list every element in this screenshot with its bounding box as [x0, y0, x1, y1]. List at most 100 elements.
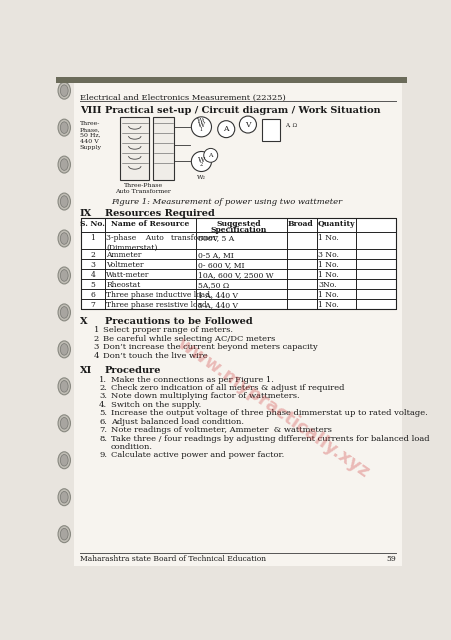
- Ellipse shape: [58, 415, 70, 432]
- Text: V: V: [244, 120, 250, 129]
- Ellipse shape: [60, 196, 68, 207]
- Bar: [56, 77, 406, 83]
- Text: Three phase inductive load,: Three phase inductive load,: [106, 291, 212, 299]
- Text: Switch on the supply.: Switch on the supply.: [110, 401, 201, 409]
- Text: 1 No.: 1 No.: [318, 301, 338, 309]
- Text: 5A,50 Ω: 5A,50 Ω: [197, 281, 228, 289]
- Circle shape: [191, 152, 211, 172]
- Text: Practical set-up / Circuit diagram / Work Situation: Practical set-up / Circuit diagram / Wor…: [104, 106, 379, 115]
- Ellipse shape: [58, 378, 70, 395]
- Text: 5: 5: [90, 281, 95, 289]
- Text: Three-Phase
Auto Transformer: Three-Phase Auto Transformer: [115, 183, 171, 194]
- Text: 1 No.: 1 No.: [318, 291, 338, 299]
- Text: Figure 1: Measurement of power using two wattmeter: Figure 1: Measurement of power using two…: [111, 198, 342, 207]
- Bar: [120, 117, 149, 180]
- Text: Three phase resistive load: Three phase resistive load: [106, 301, 207, 309]
- Text: Note down multiplying factor of wattmeters.: Note down multiplying factor of wattmete…: [110, 392, 299, 401]
- Ellipse shape: [60, 529, 68, 540]
- Ellipse shape: [60, 344, 68, 355]
- Text: 59: 59: [385, 555, 395, 563]
- Text: VIII: VIII: [79, 106, 101, 115]
- Ellipse shape: [58, 119, 70, 136]
- Text: 2: 2: [90, 251, 95, 259]
- Text: Resources Required: Resources Required: [104, 209, 214, 218]
- Text: Electrical and Electronics Measurement (22325): Electrical and Electronics Measurement (…: [79, 93, 285, 102]
- Text: Precautions to be Followed: Precautions to be Followed: [104, 317, 252, 326]
- Text: Ammeter: Ammeter: [106, 251, 141, 259]
- Text: Be careful while selecting AC/DC meters: Be careful while selecting AC/DC meters: [103, 335, 275, 343]
- Ellipse shape: [60, 307, 68, 318]
- Ellipse shape: [60, 492, 68, 503]
- Ellipse shape: [58, 341, 70, 358]
- Bar: [152, 117, 174, 180]
- Text: Increase the output voltage of three phase dimmerstat up to rated voltage.: Increase the output voltage of three pha…: [110, 410, 427, 417]
- Text: 5.: 5.: [99, 410, 107, 417]
- Circle shape: [217, 121, 234, 138]
- Text: 10A, 600 V, 2500 W: 10A, 600 V, 2500 W: [197, 271, 272, 279]
- Text: 8.: 8.: [99, 435, 107, 443]
- Ellipse shape: [58, 452, 70, 468]
- Text: 1: 1: [93, 326, 99, 334]
- Text: A: A: [223, 125, 229, 133]
- Text: 1 No.: 1 No.: [318, 234, 338, 242]
- Text: Quantity: Quantity: [317, 220, 354, 228]
- Text: Make the connections as per Figure 1.: Make the connections as per Figure 1.: [110, 376, 273, 383]
- Ellipse shape: [58, 525, 70, 543]
- Text: Broad: Broad: [287, 220, 313, 228]
- Text: 3-phase    Auto   transformer
(Dimmerstat): 3-phase Auto transformer (Dimmerstat): [106, 234, 216, 252]
- Text: IX: IX: [79, 209, 92, 218]
- Text: W: W: [198, 156, 205, 164]
- Ellipse shape: [60, 417, 68, 429]
- Text: 1 No.: 1 No.: [318, 271, 338, 279]
- Ellipse shape: [58, 193, 70, 210]
- Text: S. No.: S. No.: [80, 220, 105, 228]
- Text: Suggested: Suggested: [216, 220, 260, 228]
- Text: XI: XI: [79, 366, 92, 375]
- Text: 3 No.: 3 No.: [318, 251, 339, 259]
- Text: 1 A, 440 V: 1 A, 440 V: [197, 291, 237, 299]
- Text: 2: 2: [93, 335, 99, 343]
- Ellipse shape: [58, 82, 70, 99]
- Text: Voltmeter: Voltmeter: [106, 261, 143, 269]
- Circle shape: [239, 116, 256, 133]
- Text: Watt-meter: Watt-meter: [106, 271, 149, 279]
- Ellipse shape: [60, 269, 68, 281]
- Text: 3: 3: [93, 343, 99, 351]
- Ellipse shape: [60, 454, 68, 466]
- Text: 2: 2: [199, 162, 202, 167]
- Text: A: A: [208, 153, 212, 158]
- Text: 1: 1: [199, 127, 202, 132]
- Text: Take three / four readings by adjusting different currents for balanced load: Take three / four readings by adjusting …: [110, 435, 428, 443]
- Text: 3No.: 3No.: [318, 281, 336, 289]
- Text: W: W: [198, 122, 205, 129]
- Text: 4: 4: [90, 271, 95, 279]
- Circle shape: [203, 148, 217, 163]
- Text: A, Ω: A, Ω: [285, 123, 297, 128]
- Ellipse shape: [60, 233, 68, 244]
- Text: 1.: 1.: [99, 376, 107, 383]
- Ellipse shape: [58, 304, 70, 321]
- Text: 7: 7: [90, 301, 95, 309]
- Text: Don’t increase the current beyond meters capacity: Don’t increase the current beyond meters…: [103, 343, 317, 351]
- Text: Three-
Phase,
50 Hz,
440 V
Supply: Three- Phase, 50 Hz, 440 V Supply: [79, 122, 101, 150]
- Ellipse shape: [60, 85, 68, 97]
- Text: Check zero indication of all meters & adjust if required: Check zero indication of all meters & ad…: [110, 384, 344, 392]
- Text: Name of Resource: Name of Resource: [111, 220, 189, 228]
- Text: 1: 1: [90, 234, 95, 242]
- Text: W₁: W₁: [197, 118, 205, 123]
- Text: 1 No.: 1 No.: [318, 261, 338, 269]
- Text: 600V, 5 A: 600V, 5 A: [197, 234, 233, 242]
- Ellipse shape: [58, 489, 70, 506]
- Text: 0- 600 V, MI: 0- 600 V, MI: [197, 261, 244, 269]
- Circle shape: [191, 117, 211, 137]
- Text: 5 A, 440 V: 5 A, 440 V: [197, 301, 237, 309]
- Text: W₂: W₂: [197, 175, 205, 180]
- Ellipse shape: [58, 156, 70, 173]
- Text: www.mypractically.xyz: www.mypractically.xyz: [173, 334, 373, 481]
- Ellipse shape: [60, 122, 68, 133]
- Ellipse shape: [58, 230, 70, 247]
- Text: Adjust balanced load condition.: Adjust balanced load condition.: [110, 418, 243, 426]
- Text: 3: 3: [90, 261, 95, 269]
- Text: Note readings of voltmeter, Ammeter  & wattmeters: Note readings of voltmeter, Ammeter & wa…: [110, 426, 331, 435]
- Text: Rheostat: Rheostat: [106, 281, 140, 289]
